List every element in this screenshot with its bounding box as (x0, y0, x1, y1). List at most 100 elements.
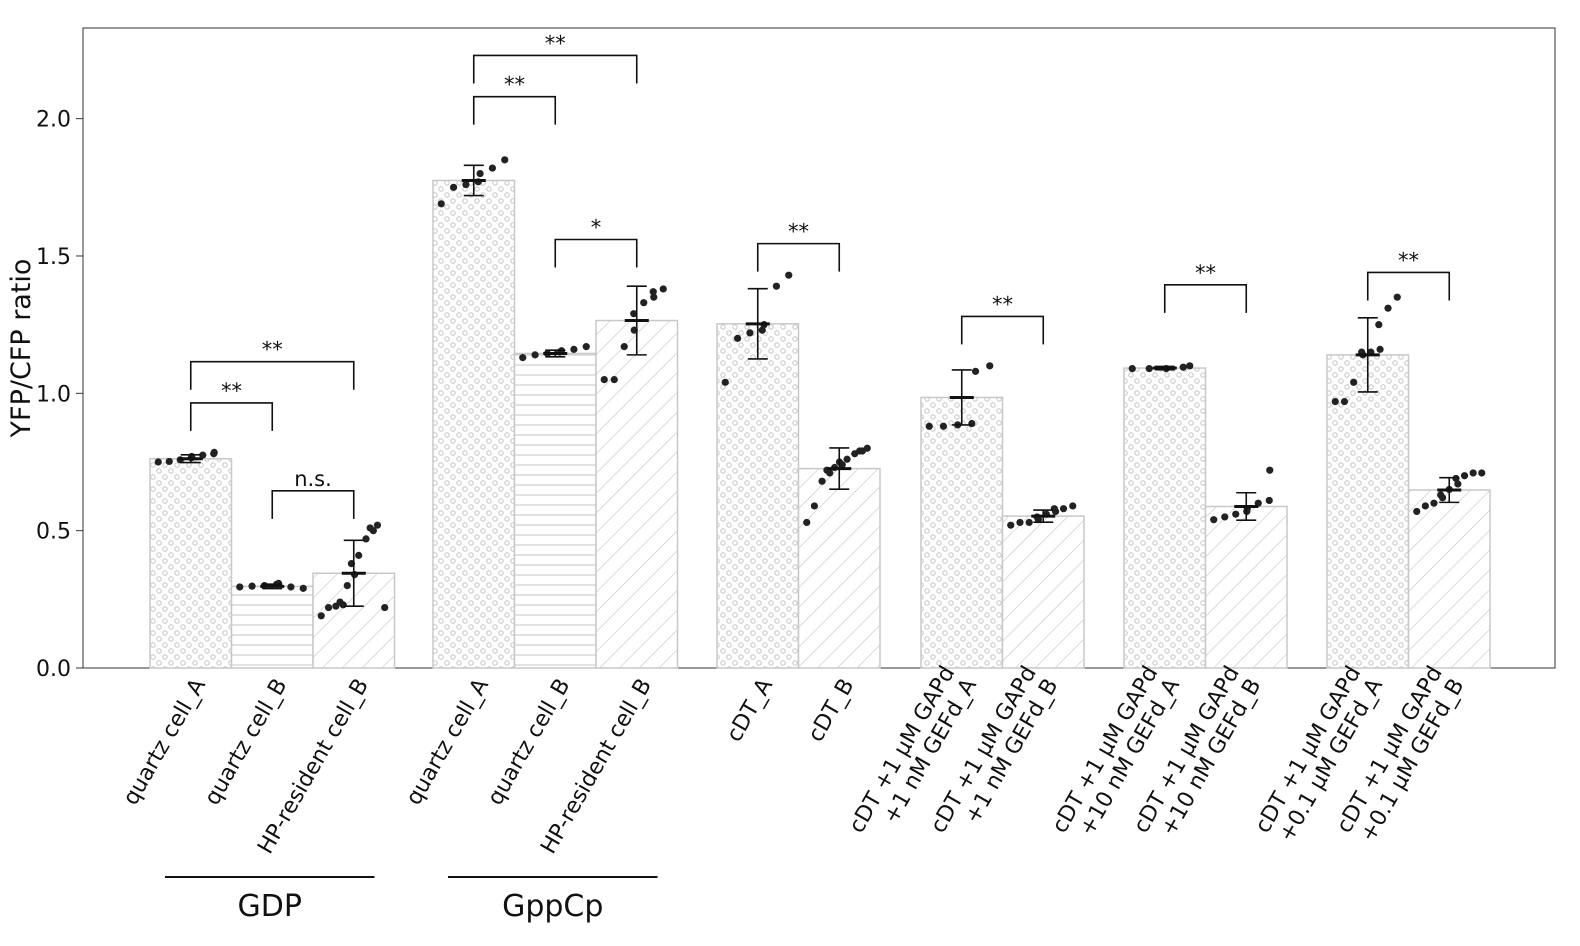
data-points (154, 156, 1486, 620)
y-tick-label: 1.5 (36, 245, 71, 270)
x-tick-label: cDT_A (722, 675, 778, 747)
bar (1326, 354, 1410, 669)
data-point (1340, 397, 1349, 406)
data-point (462, 180, 470, 189)
data-point (1016, 518, 1024, 527)
data-point (649, 288, 657, 296)
significance-bracket (554, 238, 638, 268)
x-tick-label-line: quartz cell_B (200, 675, 292, 810)
data-point (317, 612, 325, 620)
data-point (1460, 472, 1469, 480)
significance-bracket (472, 95, 557, 125)
data-point (355, 551, 363, 559)
data-point (733, 334, 742, 342)
data-point (154, 458, 162, 466)
data-point (336, 598, 344, 606)
data-point (863, 444, 871, 452)
data-point (165, 457, 173, 466)
data-point (531, 351, 539, 359)
data-point (1454, 480, 1462, 488)
bar (513, 352, 597, 669)
y-tick-label: 0.0 (36, 657, 71, 682)
data-point (843, 455, 851, 463)
data-point (1469, 469, 1477, 477)
y-axis-label: YFP/CFP ratio (6, 259, 37, 439)
significance-label: ** (545, 31, 566, 55)
data-point (758, 326, 766, 334)
group-label: GppCp (502, 889, 603, 924)
data-point (449, 183, 458, 191)
data-point (501, 156, 509, 164)
bar (230, 585, 314, 669)
significance-bracket (1366, 271, 1451, 301)
data-point (1179, 363, 1187, 371)
data-point (925, 422, 933, 430)
data-point (570, 345, 578, 353)
data-point (1413, 507, 1421, 516)
significance-bracket (756, 242, 841, 272)
data-point (1437, 491, 1445, 499)
data-point (971, 367, 980, 375)
data-point (582, 343, 590, 351)
data-point (659, 285, 667, 293)
bar (920, 396, 1004, 669)
bar (1123, 367, 1207, 669)
data-point (1384, 304, 1392, 312)
x-tick-label: quartz cell_A (119, 675, 211, 810)
data-point (1186, 362, 1194, 370)
data-point (785, 271, 793, 279)
significance-label: ** (1398, 248, 1419, 272)
significance-label: ** (1195, 261, 1216, 285)
x-tick-label-line: quartz cell_B (483, 675, 575, 810)
group-label: GDP (238, 889, 302, 924)
significance-label: ** (221, 379, 242, 403)
data-point (721, 378, 729, 386)
data-point (746, 329, 754, 337)
bars (149, 179, 1491, 669)
x-tick-label: cDT_B (804, 675, 860, 747)
y-tick-label: 0.5 (36, 520, 71, 545)
data-point (855, 447, 864, 455)
data-point (986, 362, 994, 370)
data-point (1050, 505, 1058, 513)
data-point (1421, 502, 1429, 510)
significance-label: ** (992, 292, 1013, 316)
x-tick-label: quartz cell_B (483, 675, 575, 810)
y-tick-label: 2.0 (36, 108, 71, 133)
data-point (476, 169, 484, 178)
data-point (810, 502, 819, 510)
data-point (640, 299, 648, 307)
x-tick-label: quartz cell_A (402, 675, 494, 810)
data-point (620, 343, 628, 351)
bar (1204, 505, 1288, 669)
significance-label: ** (504, 73, 525, 97)
data-point (968, 419, 976, 428)
data-point (803, 518, 811, 527)
data-point (437, 200, 445, 208)
x-tick-label-line: cDT_B (804, 675, 860, 747)
data-point (1266, 466, 1274, 474)
data-point (600, 375, 608, 384)
data-point (1265, 496, 1273, 505)
bar (797, 467, 881, 669)
data-point (1025, 518, 1033, 527)
data-point (287, 583, 295, 591)
data-point (1430, 499, 1438, 507)
data-point (199, 451, 207, 459)
data-point (650, 293, 658, 301)
data-point (1210, 516, 1218, 524)
data-point (1221, 513, 1229, 521)
bar (1407, 489, 1491, 669)
data-point (1007, 521, 1015, 529)
significance-bracket (1163, 284, 1248, 313)
bar (595, 319, 679, 669)
data-point (236, 583, 244, 591)
data-point (1393, 293, 1401, 301)
data-point (373, 521, 382, 529)
data-point (343, 581, 351, 590)
y-axis: 0.0 0.5 1.0 1.5 2.0 (36, 108, 83, 682)
significance-bracket (189, 402, 274, 431)
data-point (1331, 397, 1339, 406)
